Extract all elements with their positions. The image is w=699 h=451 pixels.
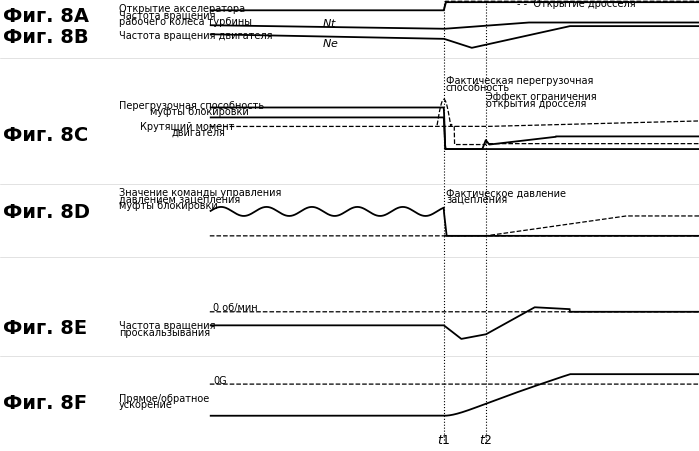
Text: муфты блокировки: муфты блокировки — [150, 107, 249, 117]
Text: Частота вращения: Частота вращения — [119, 11, 215, 21]
Text: Фактическая перегрузочная: Фактическая перегрузочная — [446, 76, 593, 86]
Text: $Ne$: $Ne$ — [322, 37, 338, 49]
Text: Значение команды управления: Значение команды управления — [119, 188, 281, 198]
Text: зацепления: зацепления — [446, 194, 507, 204]
Text: ускорение: ускорение — [119, 400, 173, 410]
Text: Фиг. 8B: Фиг. 8B — [3, 28, 89, 47]
Text: Фиг. 8F: Фиг. 8F — [3, 393, 87, 412]
Text: Частота вращения двигателя: Частота вращения двигателя — [119, 31, 273, 41]
Text: Частота вращения: Частота вращения — [119, 321, 215, 331]
Text: давлением зацепления: давлением зацепления — [119, 194, 240, 204]
Text: рабочего колеса турбины: рабочего колеса турбины — [119, 17, 252, 27]
Text: Фиг. 8A: Фиг. 8A — [3, 7, 89, 26]
Text: - -  Открытие дросселя: - - Открытие дросселя — [517, 0, 636, 9]
Text: $t2$: $t2$ — [479, 433, 493, 446]
Text: 0 об/мин: 0 об/мин — [213, 303, 258, 313]
Text: 0G: 0G — [213, 375, 226, 385]
Text: Открытие акселератора: Открытие акселератора — [119, 4, 245, 14]
Text: Перегрузочная способность: Перегрузочная способность — [119, 101, 264, 110]
Text: открытия дросселя: открытия дросселя — [486, 98, 586, 108]
Text: проскальзывания: проскальзывания — [119, 327, 210, 337]
Text: муфты блокировки: муфты блокировки — [119, 201, 217, 211]
Text: двигателя: двигателя — [171, 128, 225, 138]
Text: Фиг. 8C: Фиг. 8C — [3, 126, 89, 145]
Text: Фиг. 8E: Фиг. 8E — [3, 318, 87, 337]
Text: $t1$: $t1$ — [437, 433, 451, 446]
Text: Эффект ограничения: Эффект ограничения — [486, 92, 596, 102]
Text: Крутящий момент: Крутящий момент — [140, 121, 234, 131]
Text: Фактическое давление: Фактическое давление — [446, 188, 566, 198]
Text: $Nt$: $Nt$ — [322, 17, 336, 28]
Text: Прямое/обратное: Прямое/обратное — [119, 393, 209, 403]
Text: Фиг. 8D: Фиг. 8D — [3, 202, 90, 221]
Text: способность: способность — [446, 83, 510, 92]
